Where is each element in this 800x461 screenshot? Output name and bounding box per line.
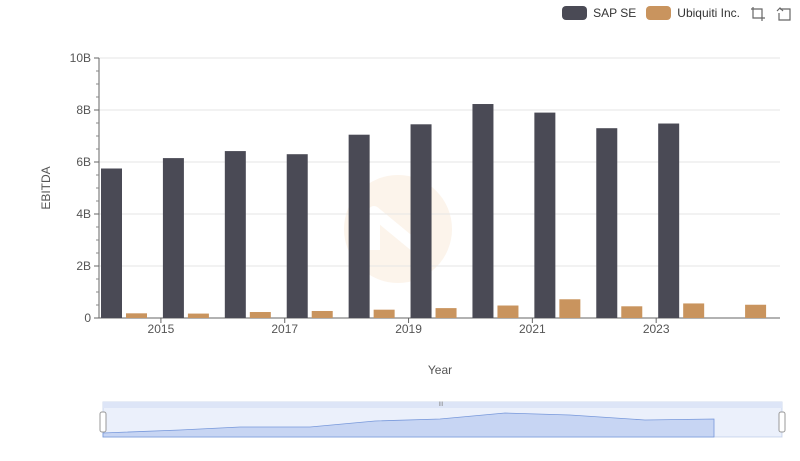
toolbox (750, 6, 792, 22)
bar-sap-2023[interactable] (658, 123, 680, 319)
legend-label-ubiquiti: Ubiquiti Inc. (677, 6, 740, 20)
y-tick-label: 0 (84, 311, 91, 325)
x-axis-label: Year (428, 363, 452, 377)
y-axis-label: EBITDA (39, 166, 53, 209)
x-ticks: 2015 2017 2019 2021 2023 (148, 318, 670, 336)
x-tick-label: 2023 (643, 322, 670, 336)
y-tick-label: 2B (76, 259, 91, 273)
bar-ubiquiti-2020[interactable] (497, 305, 519, 318)
slider-preview-area (102, 412, 715, 438)
legend-swatch-sap (562, 6, 588, 20)
slider-selection[interactable] (103, 408, 782, 437)
x-tick-label: 2017 (271, 322, 298, 336)
y-tick-label: 4B (76, 207, 91, 221)
legend-label-sap: SAP SE (593, 6, 637, 20)
legend-item-sap[interactable]: SAP SE (562, 6, 636, 20)
bar-sap-2017[interactable] (286, 154, 308, 318)
slider-grip-icon[interactable]: III (438, 402, 443, 408)
bar-sap-2020[interactable] (472, 104, 494, 319)
legend: SAP SE Ubiquiti Inc. (562, 4, 740, 22)
zoom-icon[interactable] (750, 6, 766, 22)
bar-sap-2021[interactable] (534, 112, 556, 318)
bar-ubiquiti-2014[interactable] (126, 313, 147, 318)
slider-handle-right[interactable] (778, 411, 786, 433)
bar-ubiquiti-2024[interactable] (745, 304, 767, 318)
bar-sap-2019[interactable] (410, 124, 432, 318)
bar-ubiquiti-2016[interactable] (249, 312, 271, 318)
bar-ubiquiti-2019[interactable] (435, 308, 457, 318)
bar-sap-2022[interactable] (596, 128, 618, 318)
bar-ubiquiti-2017[interactable] (311, 310, 333, 318)
bar-sap-2016[interactable] (224, 151, 246, 318)
slider-handle-left[interactable] (99, 411, 107, 433)
y-tick-label: 8B (76, 103, 91, 117)
x-tick-label: 2019 (395, 322, 422, 336)
bar-sap-2014[interactable] (101, 168, 122, 319)
bar-ubiquiti-2018[interactable] (373, 309, 395, 318)
bar-sap-2018[interactable] (348, 134, 370, 318)
bars (101, 104, 767, 319)
bar-ubiquiti-2021[interactable] (559, 299, 581, 318)
x-tick-label: 2015 (148, 322, 175, 336)
legend-item-ubiquiti[interactable]: Ubiquiti Inc. (646, 6, 740, 20)
data-zoom-slider[interactable]: III (99, 401, 786, 438)
bar-ubiquiti-2015[interactable] (187, 313, 209, 318)
y-tick-label: 10B (70, 51, 91, 65)
y-tick-label: 6B (76, 155, 91, 169)
y-ticks: 0 2B 4B 6B 8B 10B (70, 51, 99, 325)
bar-ubiquiti-2022[interactable] (621, 306, 643, 318)
bar-sap-2015[interactable] (162, 158, 184, 318)
legend-swatch-ubiquiti (646, 6, 672, 20)
x-tick-label: 2021 (519, 322, 546, 336)
bar-ubiquiti-2023[interactable] (683, 303, 705, 318)
restore-icon[interactable] (776, 6, 792, 22)
